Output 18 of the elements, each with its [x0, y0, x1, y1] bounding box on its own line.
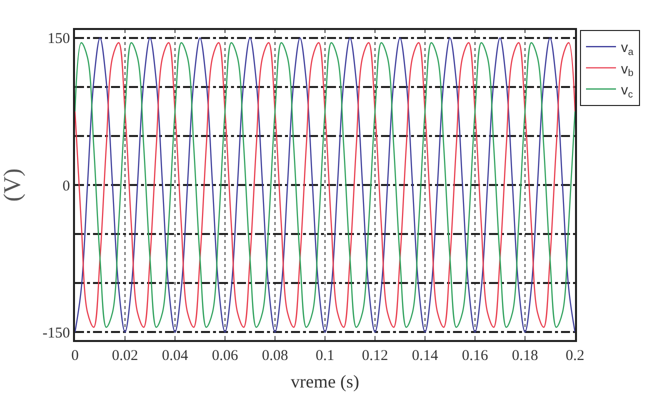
x-tick-label: 0.08	[262, 348, 288, 364]
x-tick-label: 0.16	[462, 348, 489, 364]
x-axis-title: vreme (s)	[290, 372, 360, 392]
legend-label: v$_{a}$	[621, 39, 634, 58]
x-tick-label: 0.1	[316, 348, 334, 364]
y-axis-title: (V)	[0, 168, 26, 202]
x-tick-label: 0.14	[412, 348, 439, 364]
x-tick-label: 0.18	[512, 348, 538, 364]
y-tick-label: 150	[48, 31, 70, 48]
x-tick-label: 0.02	[112, 348, 138, 364]
x-tick-label: 0.12	[362, 348, 388, 364]
y-tick-label: -150	[42, 325, 70, 342]
legend-label: v$_{c}$	[621, 81, 633, 100]
y-tick-label: 0	[62, 178, 70, 194]
x-tick-label: 0.06	[212, 348, 239, 364]
legend-label: v$_{b}$	[621, 60, 634, 80]
x-tick-label: 0.04	[162, 348, 189, 364]
x-tick-label: 0.2	[566, 348, 584, 364]
